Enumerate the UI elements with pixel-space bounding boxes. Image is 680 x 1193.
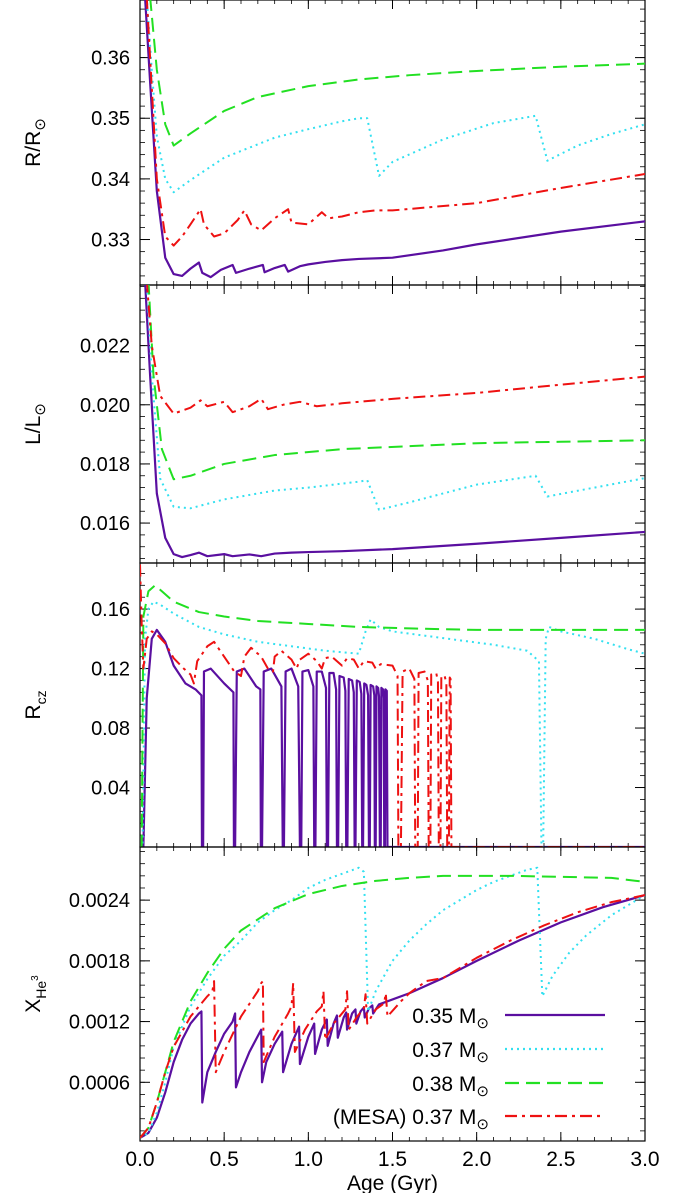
y-tick-label: 0.36 — [91, 48, 130, 70]
y-tick-label: 0.04 — [91, 778, 130, 800]
series-line-s035 — [144, 285, 645, 559]
y-tick-label: 0.34 — [91, 169, 130, 191]
series-line-s035 — [140, 894, 645, 1139]
series-line-mesa — [140, 564, 645, 847]
y-tick-label: 0.35 — [91, 108, 130, 130]
y-tick-label: 0.08 — [91, 718, 130, 740]
series-line-s038 — [147, 285, 645, 481]
series-line-s038 — [140, 584, 645, 847]
series-line-s037 — [145, 0, 645, 194]
series-line-s035 — [140, 628, 645, 847]
x-tick-label: 2.0 — [462, 1148, 491, 1171]
series-group — [140, 866, 645, 1139]
panels: 0.33 0.34 0.35 0.36 R/R⊙ 0.016 0.018 0.020 0.022… — [22, 0, 646, 1142]
series-line-s037 — [140, 600, 645, 847]
y-tick-label: 0.16 — [91, 599, 130, 621]
y-tick-label: 0.016 — [80, 513, 130, 535]
y-tick-label: 0.12 — [91, 659, 130, 681]
panel-frame — [139, 846, 646, 1142]
series-group — [144, 0, 645, 279]
legend: 0.35 M⊙ 0.37 M⊙ 0.38 M⊙ (MESA) 0.37 M⊙ — [333, 1005, 605, 1133]
x-tick-label: 0.0 — [125, 1148, 154, 1171]
panel-luminosity: 0.016 0.018 0.020 0.022 L/L⊙ — [22, 284, 646, 564]
y-axis-label: Rcz — [22, 690, 49, 719]
legend-label: 0.38 M⊙ — [412, 1073, 489, 1100]
panel-convective-zone: 0.04 0.08 0.12 0.16 Rcz — [22, 562, 646, 848]
y-tick-label: 0.0018 — [69, 951, 130, 973]
y-tick-label: 0.0012 — [69, 1012, 130, 1034]
y-axis-label: R/R⊙ — [22, 118, 49, 167]
panel-frame — [139, 0, 646, 286]
legend-item-s038: 0.38 M⊙ — [412, 1073, 605, 1100]
x-tick-label: 3.0 — [630, 1148, 659, 1171]
series-group — [140, 564, 645, 847]
y-tick-label: 0.33 — [91, 230, 130, 252]
panel-helium-3: 0.0006 0.0012 0.0018 0.0024 XHe3 — [22, 846, 646, 1142]
legend-item-s037: 0.37 M⊙ — [412, 1039, 605, 1066]
y-tick-label: 0.0024 — [69, 890, 130, 912]
panel-frame — [139, 284, 646, 564]
y-tick-label: 0.022 — [80, 336, 130, 358]
x-axis: 0.0 0.5 1.0 1.5 2.0 2.5 3.0 Age (Gyr) — [125, 1148, 659, 1193]
series-line-s035 — [144, 0, 645, 279]
legend-item-mesa: (MESA) 0.37 M⊙ — [333, 1106, 605, 1133]
series-line-mesa — [145, 0, 645, 247]
y-tick-label: 0.018 — [80, 454, 130, 476]
x-axis-label: Age (Gyr) — [347, 1172, 438, 1193]
legend-label: (MESA) 0.37 M⊙ — [333, 1106, 489, 1133]
x-tick-label: 1.5 — [378, 1148, 407, 1171]
series-line-s038 — [149, 0, 645, 147]
x-tick-label: 2.5 — [546, 1148, 575, 1171]
series-line-s037 — [145, 285, 645, 511]
y-tick-label: 0.020 — [80, 395, 130, 417]
legend-label: 0.35 M⊙ — [412, 1005, 489, 1032]
legend-label: 0.37 M⊙ — [412, 1039, 489, 1066]
series-line-mesa — [146, 285, 645, 415]
y-tick-label: 0.0006 — [69, 1072, 130, 1094]
y-axis-label: XHe3 — [22, 975, 49, 1013]
panel-radius: 0.33 0.34 0.35 0.36 R/R⊙ — [22, 0, 646, 286]
x-tick-label: 1.0 — [294, 1148, 323, 1171]
legend-item-s035: 0.35 M⊙ — [412, 1005, 605, 1032]
panel-frame — [139, 562, 646, 848]
series-group — [144, 285, 645, 559]
series-line-mesa — [140, 894, 645, 1139]
x-tick-label: 0.5 — [210, 1148, 239, 1171]
series-line-s037 — [140, 866, 645, 1139]
y-axis-label: L/L⊙ — [22, 403, 49, 445]
